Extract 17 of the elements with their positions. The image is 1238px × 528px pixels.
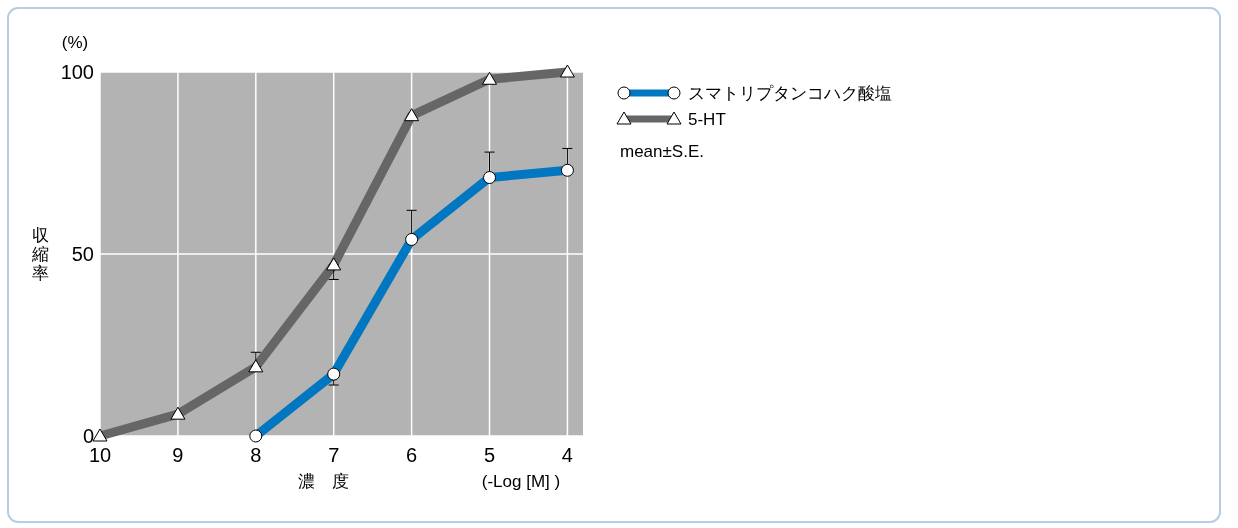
y-axis-title: 収縮率 [30, 226, 49, 283]
x-tick-label: 4 [561, 444, 573, 466]
x-tick-label: 9 [172, 444, 184, 466]
text: (-Log [M] ) [481, 472, 561, 491]
x-tick-label: 8 [250, 444, 262, 466]
x-tick-label: 5 [483, 444, 496, 466]
x-axis-title: 濃 度 [298, 472, 350, 491]
legend-label: スマトリプタンコハク酸塩 [688, 84, 892, 103]
y-tick-label: 50 [71, 243, 94, 265]
text: (%) [61, 33, 89, 52]
x-tick-label: 6 [406, 444, 418, 466]
x-tick-label: 7 [328, 444, 340, 466]
legend-label: 5-HT [688, 110, 726, 129]
y-tick-label: 100 [60, 61, 94, 83]
text: mean±S.E. [620, 142, 704, 161]
y-tick-label: 0 [82, 425, 94, 447]
x-tick-label: 10 [88, 444, 112, 466]
